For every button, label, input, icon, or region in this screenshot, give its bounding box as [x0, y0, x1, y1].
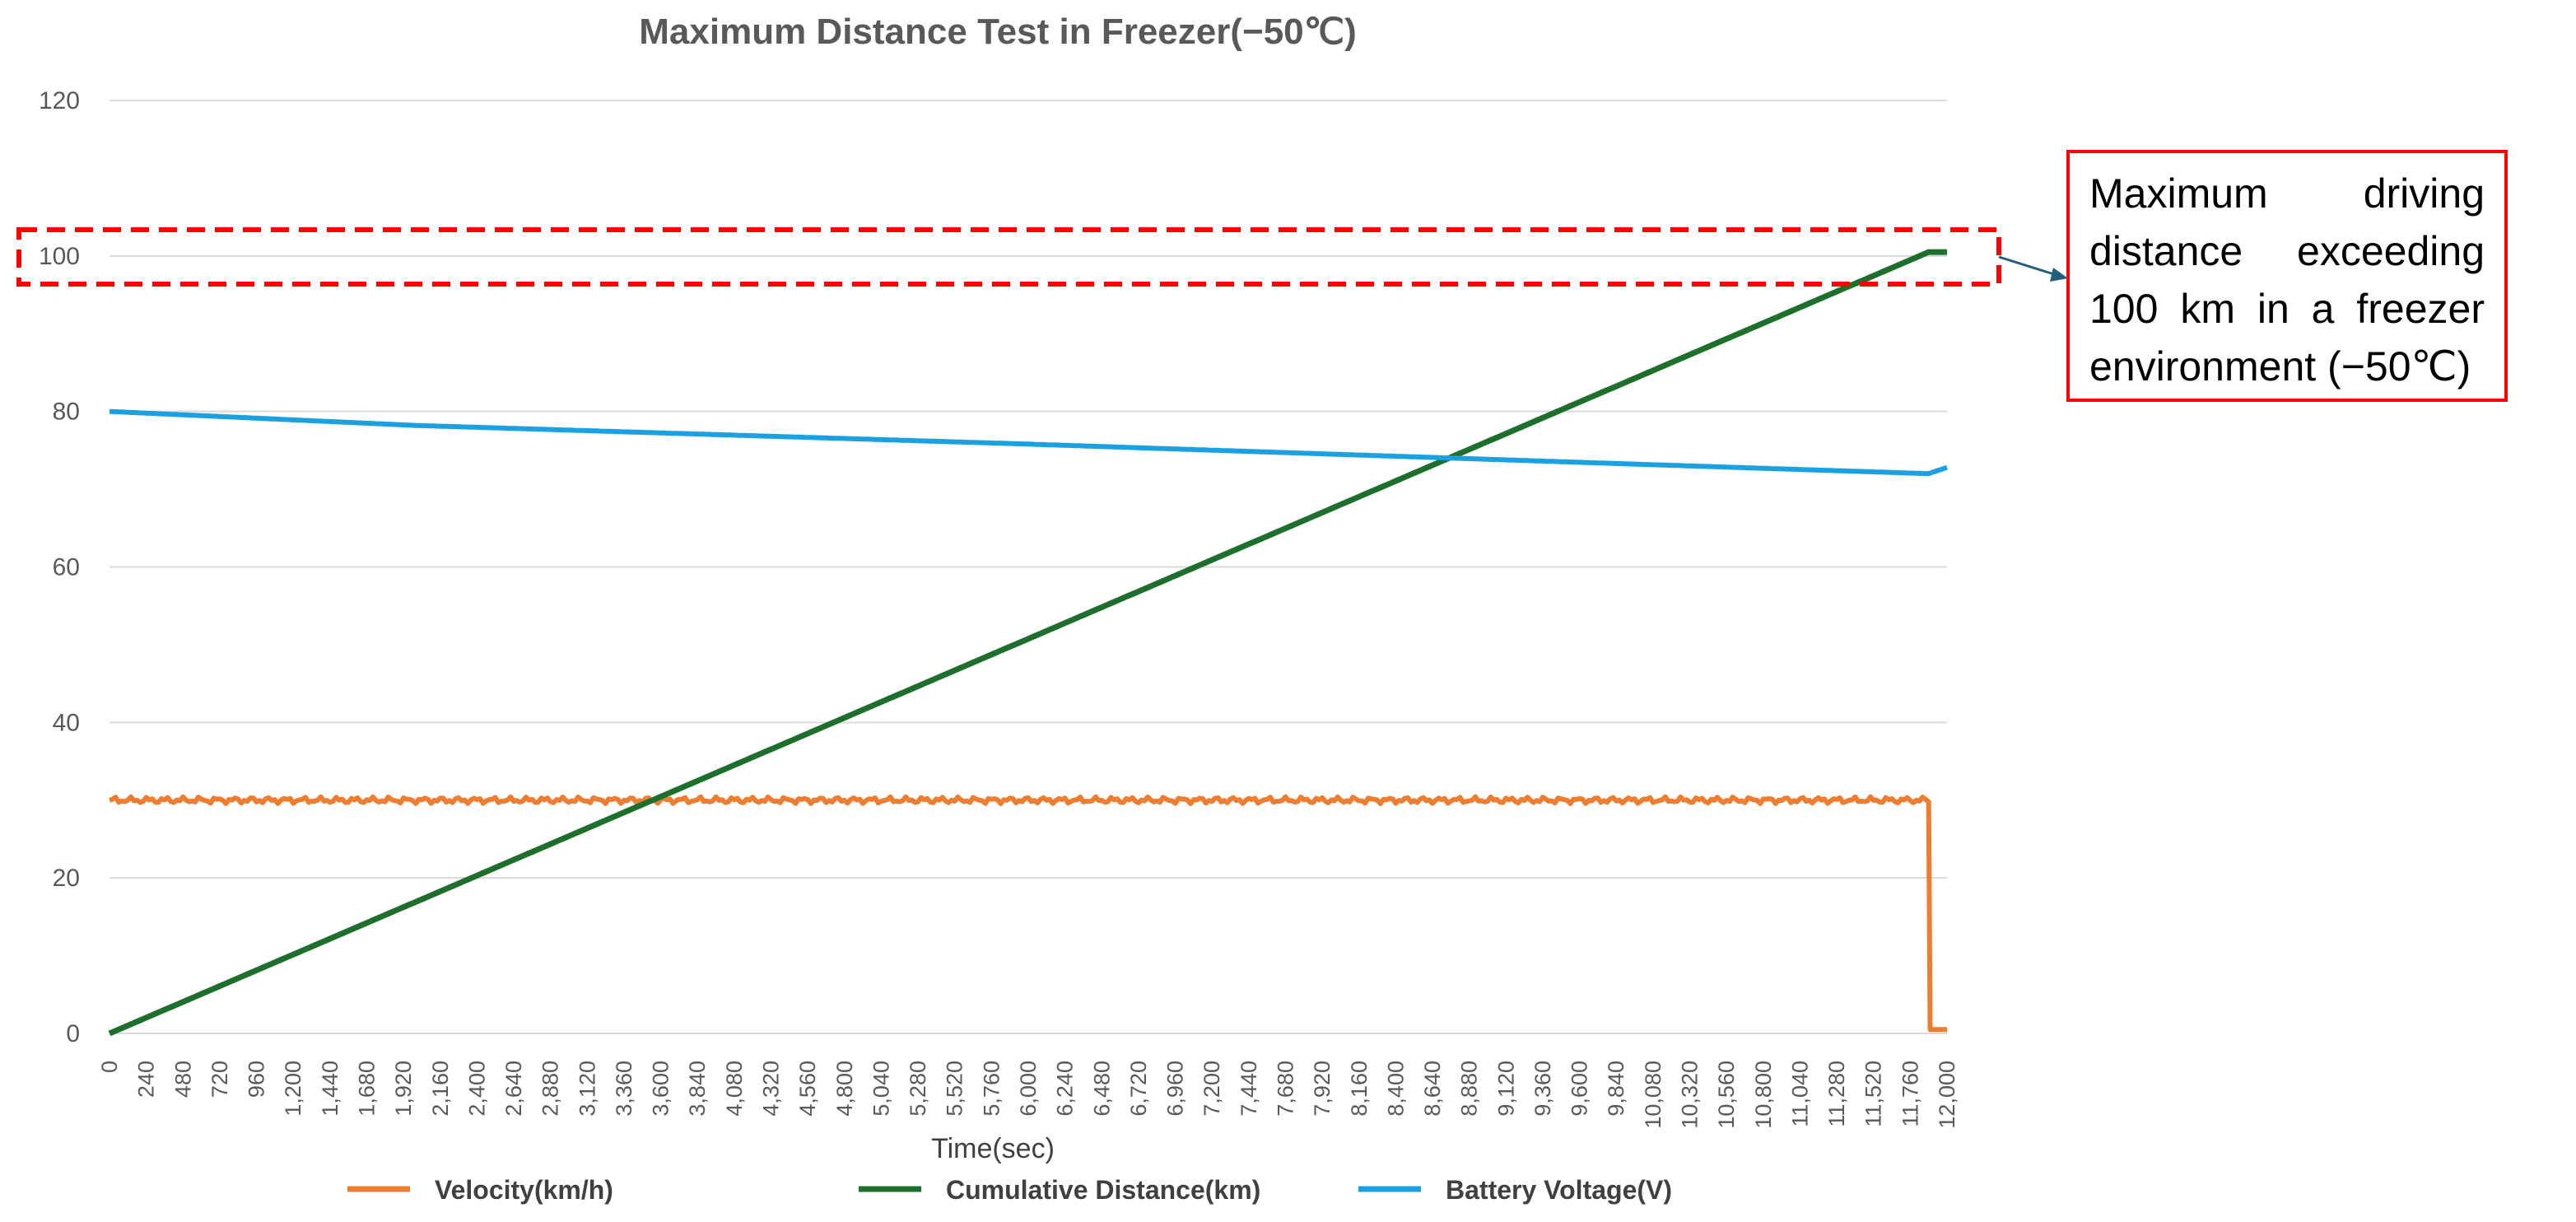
y-axis-ticks: 0 20 40 60 80 100 120: [39, 87, 80, 1047]
highlight-box: [16, 227, 2001, 287]
x-tick-label: 5,040: [869, 1061, 893, 1117]
legend: Velocity(km/h) Cumulative Distance(km) Bat…: [347, 1175, 1672, 1205]
legend-label-velocity-km-h: Velocity(km/h): [435, 1175, 613, 1205]
x-tick-label: 3,600: [649, 1061, 673, 1117]
y-tick-label: 100: [39, 243, 80, 270]
x-tick-label: 0: [97, 1061, 122, 1073]
x-tick-label: 11,520: [1861, 1061, 1886, 1127]
x-tick-label: 10,560: [1714, 1061, 1739, 1129]
y-tick-label: 60: [53, 554, 80, 581]
x-tick-label: 480: [170, 1061, 195, 1098]
x-tick-label: 3,840: [685, 1061, 710, 1117]
x-tick-label: 1,200: [281, 1061, 305, 1117]
x-tick-label: 720: [207, 1061, 232, 1098]
x-tick-label: 2,880: [538, 1061, 563, 1117]
x-tick-label: 7,680: [1273, 1061, 1297, 1117]
x-tick-label: 4,560: [795, 1061, 820, 1117]
x-tick-label: 7,200: [1199, 1061, 1224, 1117]
x-tick-label: 1,440: [318, 1061, 342, 1117]
x-tick-label: 5,520: [943, 1061, 967, 1117]
annotation-callout: Maximum driving distance exceeding 100 k…: [2066, 150, 2508, 402]
x-tick-label: 6,960: [1163, 1061, 1188, 1117]
y-tick-label: 80: [53, 399, 80, 426]
x-tick-label: 3,360: [612, 1061, 636, 1117]
x-tick-label: 8,880: [1457, 1061, 1482, 1117]
x-tick-label: 9,840: [1604, 1061, 1628, 1117]
x-tick-label: 2,640: [501, 1061, 526, 1117]
x-tick-label: 5,760: [979, 1061, 1004, 1117]
x-tick-label: 4,320: [759, 1061, 784, 1117]
x-tick-label: 4,080: [722, 1061, 747, 1117]
x-tick-label: 6,480: [1089, 1061, 1114, 1117]
y-tick-label: 120: [39, 87, 80, 114]
x-tick-label: 11,760: [1898, 1061, 1922, 1127]
x-tick-label: 6,720: [1126, 1061, 1151, 1117]
x-tick-label: 7,920: [1310, 1061, 1335, 1117]
series-lines: [108, 249, 1948, 1037]
x-tick-label: 10,320: [1678, 1061, 1703, 1129]
x-tick-label: 2,400: [464, 1061, 489, 1117]
x-tick-label: 960: [245, 1061, 269, 1098]
x-tick-label: 11,280: [1824, 1061, 1849, 1127]
legend-label-battery-voltage-v: Battery Voltage(V): [1446, 1175, 1672, 1205]
x-tick-label: 6,240: [1053, 1061, 1078, 1117]
x-tick-label: 8,400: [1383, 1061, 1408, 1117]
x-tick-label: 8,160: [1347, 1061, 1372, 1117]
x-tick-label: 9,360: [1530, 1061, 1555, 1117]
annotation-arrowhead-icon: [2050, 268, 2068, 282]
x-tick-label: 9,120: [1493, 1061, 1518, 1117]
x-tick-label: 1,680: [354, 1061, 379, 1117]
legend-label-cumulative-distance-km: Cumulative Distance(km): [946, 1175, 1260, 1205]
x-tick-label: 240: [134, 1061, 159, 1098]
y-tick-label: 0: [66, 1020, 80, 1047]
x-tick-label: 10,080: [1641, 1061, 1665, 1129]
x-tick-label: 4,800: [832, 1061, 857, 1117]
x-axis-ticks: 0 240 480 720 960 1,200 1,440 1,680 1,920 2,160 2,…: [97, 1061, 1959, 1129]
x-tick-label: 2,160: [428, 1061, 453, 1117]
x-tick-label: 9,600: [1567, 1061, 1592, 1117]
series-line-cumulative-distance-km: [108, 249, 1947, 1037]
x-axis-label: Time(sec): [931, 1133, 1055, 1164]
x-tick-label: 8,640: [1420, 1061, 1445, 1117]
series-line-battery-voltage-v: [109, 408, 1948, 477]
x-tick-label: 7,440: [1237, 1061, 1261, 1117]
x-tick-label: 5,280: [906, 1061, 930, 1117]
y-tick-label: 20: [53, 865, 80, 892]
x-tick-label: 6,000: [1016, 1061, 1041, 1117]
grid: [109, 100, 1947, 1034]
x-tick-label: 1,920: [391, 1061, 416, 1117]
annotation-arrow: [1998, 255, 2057, 277]
y-tick-label: 40: [53, 709, 80, 736]
x-tick-label: 12,000: [1935, 1061, 1959, 1129]
x-tick-label: 10,800: [1751, 1061, 1776, 1129]
x-tick-label: 3,120: [575, 1061, 599, 1117]
x-tick-label: 11,040: [1787, 1061, 1812, 1127]
series-line-velocity-km-h: [109, 794, 1947, 1033]
chart-title: Maximum Distance Test in Freezer(−50℃): [639, 12, 1356, 52]
